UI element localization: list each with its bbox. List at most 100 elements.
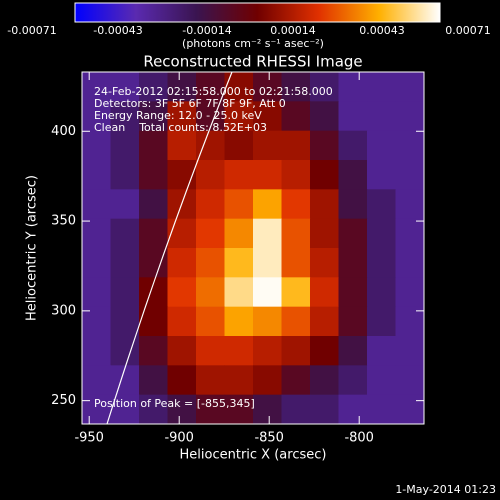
heatmap-cell	[253, 218, 282, 249]
heatmap-cell	[281, 248, 311, 278]
heatmap-cell	[82, 365, 111, 396]
heatmap-cell	[253, 189, 282, 220]
heatmap-cell	[196, 160, 225, 190]
heatmap-cell	[82, 248, 111, 278]
heatmap-cell	[395, 306, 425, 337]
x-axis-label: Heliocentric X (arcsec)	[180, 448, 327, 463]
heatmap-cell	[110, 218, 140, 249]
heatmap-cell	[395, 130, 425, 161]
heatmap-cell	[395, 336, 425, 366]
heatmap-cell	[281, 277, 311, 308]
heatmap-cell	[110, 72, 140, 102]
x-tick-label: -950	[74, 431, 104, 446]
heatmap-cell	[167, 130, 197, 161]
heatmap-cell	[167, 101, 197, 132]
heatmap-cell	[253, 336, 282, 366]
heatmap-cell	[395, 160, 425, 190]
heatmap-cell	[224, 72, 254, 102]
heatmap-cell	[310, 248, 339, 278]
heatmap-cell	[110, 248, 140, 278]
heatmap-cell	[110, 336, 140, 366]
y-tick-label: 350	[51, 214, 76, 229]
colorbar	[74, 2, 441, 23]
colorbar-tick-label: -0.00043	[93, 24, 142, 37]
heatmap-cell	[253, 160, 282, 190]
heatmap-cell	[139, 336, 168, 366]
heatmap-cell	[139, 72, 168, 102]
heatmap-cell	[82, 277, 111, 308]
heatmap-cell	[253, 72, 282, 102]
heatmap-cell	[367, 130, 396, 161]
heatmap-cell	[281, 336, 311, 366]
heatmap-cell	[310, 101, 339, 132]
heatmap-cell	[310, 365, 339, 396]
heatmap-cell	[167, 248, 197, 278]
heatmap-cell	[167, 336, 197, 366]
heatmap-cell	[367, 218, 396, 249]
peak-label: Position of Peak = [-855,345]	[94, 397, 255, 410]
x-tick-label: -800	[344, 431, 374, 446]
heatmap-cell	[281, 365, 311, 396]
heatmap-cell	[110, 365, 140, 396]
heatmap-cell	[139, 218, 168, 249]
heatmap-cell	[281, 101, 311, 132]
heatmap-cell	[224, 277, 254, 308]
heatmap-cell	[82, 336, 111, 366]
heatmap-cell	[110, 189, 140, 220]
heatmap-cell	[196, 189, 225, 220]
y-tick-label: 300	[51, 303, 76, 318]
heatmap-cell	[196, 218, 225, 249]
heatmap-cell	[367, 72, 396, 102]
heatmap-cell	[167, 306, 197, 337]
heatmap-cell	[253, 365, 282, 396]
heatmap-cell	[395, 248, 425, 278]
heatmap-cell	[395, 218, 425, 249]
heatmap-cell	[395, 365, 425, 396]
heatmap-cell	[196, 365, 225, 396]
heatmap-cell	[139, 394, 168, 425]
heatmap-cell	[338, 72, 368, 102]
heatmap-cell	[310, 277, 339, 308]
colorbar-tick-label: 0.00014	[270, 24, 316, 37]
heatmap-cell	[196, 72, 225, 102]
heatmap-cell	[338, 365, 368, 396]
heatmap-cell	[281, 72, 311, 102]
heatmap-cell	[310, 160, 339, 190]
heatmap-cell	[196, 306, 225, 337]
heatmap-cell	[281, 394, 311, 425]
heatmap-cell	[82, 306, 111, 337]
heatmap-cell	[224, 306, 254, 337]
heatmap-cell	[253, 394, 282, 425]
y-tick-label: 250	[51, 393, 76, 408]
heatmap-cell	[139, 248, 168, 278]
plot-frame	[81, 71, 425, 425]
heatmap-cell	[167, 365, 197, 396]
heatmap-cell	[367, 336, 396, 366]
heatmap-cell	[338, 336, 368, 366]
heatmap-cell	[253, 248, 282, 278]
heatmap-cell	[224, 189, 254, 220]
colorbar-tick-label: -0.00014	[182, 24, 231, 37]
heatmap-cell	[367, 277, 396, 308]
solar-limb	[106, 71, 233, 425]
heatmap-cell	[367, 394, 396, 425]
heatmap-cell	[196, 248, 225, 278]
heatmap-cell	[82, 72, 111, 102]
heatmap-cell	[338, 160, 368, 190]
heatmap-cell	[82, 394, 111, 425]
heatmap-cell	[82, 130, 111, 161]
colorbar-tick-label: 0.00071	[445, 24, 491, 37]
y-axis-label: Heliocentric Y (arcsec)	[25, 175, 40, 321]
heatmap-cell	[253, 101, 282, 132]
heatmap-cell	[395, 277, 425, 308]
annotation: Energy Range: 12.0 - 25.0 keV	[94, 109, 262, 122]
heatmap-cell	[395, 394, 425, 425]
heatmap-cell	[310, 72, 339, 102]
heatmap-cell	[395, 72, 425, 102]
heatmap-cell	[82, 101, 111, 132]
annotation: 24-Feb-2012 02:15:58.000 to 02:21:58.000	[94, 85, 333, 98]
heatmap-cell	[310, 218, 339, 249]
heatmap-cell	[224, 394, 254, 425]
heatmap-cell	[367, 189, 396, 220]
